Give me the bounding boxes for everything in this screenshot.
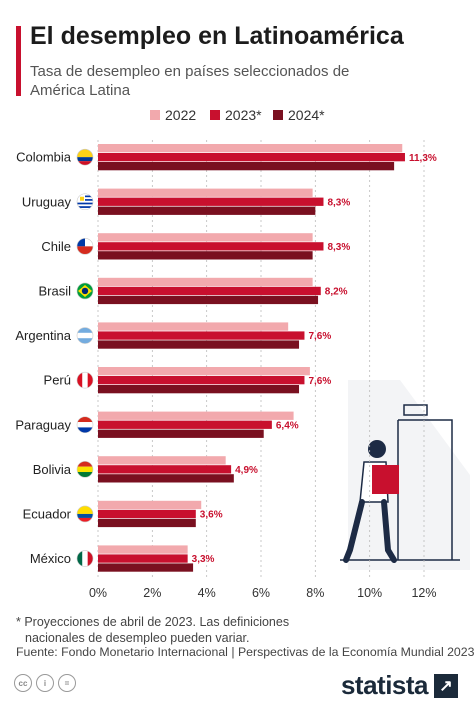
- bar-2023: [98, 197, 324, 206]
- bar-2024: [98, 385, 300, 394]
- bar-2022: [98, 144, 403, 153]
- brazil-flag-icon: [76, 282, 94, 300]
- paraguay-flag-icon: [76, 416, 94, 434]
- data-label: 3,6%: [200, 510, 223, 521]
- bar-2024: [98, 295, 319, 305]
- exit-sign-icon: [403, 404, 428, 416]
- person-legs-icon: [343, 499, 397, 563]
- data-label: 8,2%: [325, 287, 348, 298]
- carried-box-icon: [372, 465, 399, 494]
- peru-flag-icon: [76, 371, 94, 389]
- bar-2024: [98, 162, 395, 171]
- bar-2023: [98, 286, 321, 296]
- statista-mark-icon: ↗: [434, 673, 458, 698]
- bar-2023: [98, 420, 272, 429]
- bar-2023: [98, 153, 405, 162]
- illustration-backdrop: [348, 380, 470, 570]
- legend-label: 2024*: [288, 107, 325, 123]
- chart-title: El desempleo en Latinoamérica: [30, 22, 404, 50]
- bar-2023: [98, 509, 196, 519]
- bar-2023: [98, 376, 305, 385]
- bar-2023: [98, 331, 305, 340]
- argentina-flag-icon: [76, 327, 94, 344]
- bar-2022: [98, 456, 226, 465]
- category-label: Colombia: [16, 150, 72, 165]
- data-label: 3,3%: [192, 554, 215, 565]
- legend-label: 2022: [165, 107, 196, 123]
- bar-2024: [98, 251, 313, 260]
- category-label: Uruguay: [22, 194, 72, 209]
- footnote: * Proyecciones de abril de 2023. Las def…: [16, 614, 466, 646]
- category-label: Chile: [41, 239, 71, 254]
- data-label: 7,6%: [308, 376, 331, 387]
- legend-swatch: [210, 110, 220, 120]
- license-icons[interactable]: cc i =: [14, 674, 76, 692]
- x-tick-label: 0%: [89, 586, 107, 600]
- by-icon[interactable]: i: [36, 674, 54, 692]
- bolivia-flag-icon: [76, 461, 94, 478]
- x-tick-label: 10%: [357, 586, 382, 600]
- bar-2024: [98, 563, 194, 572]
- data-label: 7,6%: [308, 331, 331, 342]
- legend-label: 2023*: [225, 107, 262, 123]
- colombia-flag-icon: [76, 148, 94, 166]
- mexico-flag-icon: [76, 550, 94, 567]
- bar-2022: [98, 277, 313, 287]
- x-tick-label: 8%: [306, 586, 324, 600]
- bar-2022: [98, 233, 313, 242]
- footnote-line-1: * Proyecciones de abril de 2023. Las def…: [16, 615, 290, 629]
- brand-name: statista: [340, 670, 429, 700]
- nd-icon[interactable]: =: [58, 674, 76, 692]
- chile-flag-icon: [76, 238, 94, 255]
- x-tick-label: 2%: [143, 586, 161, 600]
- bar-2023: [98, 465, 232, 474]
- footnote-line-2: nacionales de desempleo pueden variar.: [25, 631, 250, 645]
- person-head-icon: [368, 440, 386, 458]
- bar-2023: [98, 242, 324, 251]
- uruguay-flag-icon: [76, 193, 94, 211]
- x-tick-label: 6%: [252, 586, 270, 600]
- x-tick-label: 4%: [198, 586, 216, 600]
- bar-chart: 0% 2% 4% 6% 8% 10% 12% 2022 2023* 2024* Colombia 11…: [15, 107, 470, 600]
- data-label: 8,3%: [327, 242, 350, 253]
- category-label: Paraguay: [15, 417, 71, 432]
- category-label: Ecuador: [23, 506, 72, 521]
- data-label: 8,3%: [327, 197, 350, 208]
- legend-swatch: [150, 110, 160, 120]
- category-label: Bolivia: [33, 462, 72, 477]
- bar-2022: [98, 500, 202, 510]
- category-label: Brasil: [38, 283, 71, 298]
- source-text: Fuente: Fondo Monetario Internacional | …: [16, 645, 474, 659]
- title-accent-bar: [16, 26, 21, 96]
- data-label: 11,3%: [409, 153, 437, 164]
- bar-2024: [98, 474, 234, 483]
- category-label: México: [30, 551, 71, 566]
- data-label: 4,9%: [235, 465, 258, 476]
- bar-2024: [98, 340, 300, 349]
- bar-2023: [98, 554, 188, 563]
- bar-2022: [98, 411, 294, 420]
- bar-2024: [98, 518, 196, 528]
- data-label: 6,4%: [276, 420, 299, 431]
- bar-2022: [98, 188, 313, 197]
- category-label: Perú: [44, 373, 71, 388]
- bar-2022: [98, 367, 310, 376]
- x-tick-label: 12%: [411, 586, 436, 600]
- bar-2022: [98, 322, 289, 331]
- bar-2022: [98, 545, 188, 554]
- legend-swatch: [273, 110, 283, 120]
- chart-subtitle: Tasa de desempleo en países seleccionado…: [30, 63, 350, 99]
- cc-icon[interactable]: cc: [14, 674, 32, 692]
- ecuador-flag-icon: [76, 505, 94, 523]
- statista-logo[interactable]: statista ↗: [341, 670, 458, 701]
- category-label: Argentina: [15, 328, 71, 343]
- bar-2024: [98, 429, 264, 438]
- bar-2024: [98, 206, 316, 215]
